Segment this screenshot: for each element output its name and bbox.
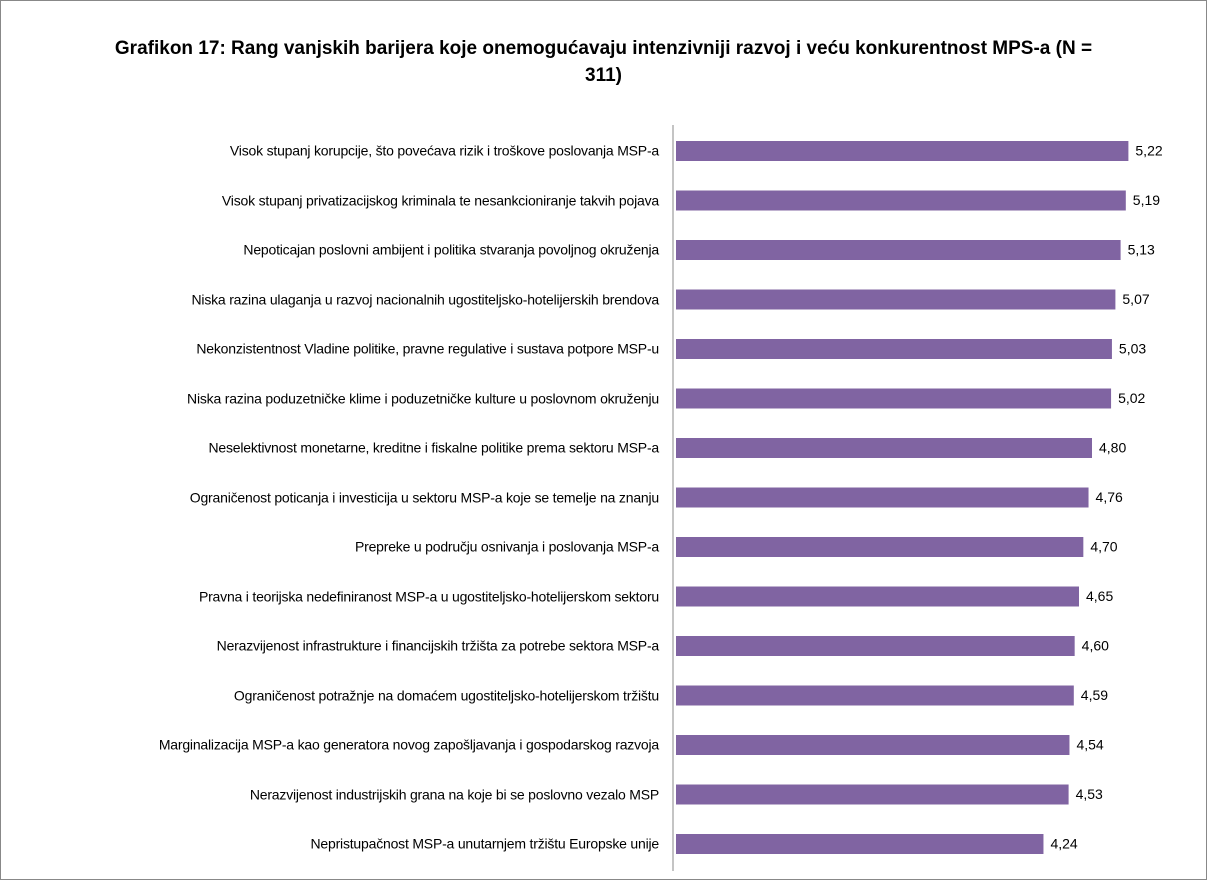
- value-label: 4,53: [1076, 786, 1103, 802]
- value-label: 5,02: [1118, 390, 1145, 406]
- bar: [676, 586, 1079, 607]
- bar: [676, 735, 1070, 755]
- bar: [676, 537, 1084, 557]
- category-label: Marginalizacija MSP-a kao generatora nov…: [158, 736, 659, 753]
- value-label: 5,03: [1119, 341, 1146, 357]
- value-label: 4,80: [1099, 440, 1126, 456]
- bar: [676, 834, 1044, 854]
- bar: [676, 190, 1126, 211]
- value-label: 4,54: [1076, 737, 1103, 753]
- value-label: 4,70: [1090, 539, 1117, 555]
- category-label: Neselektivnost monetarne, kreditne i fis…: [208, 439, 659, 456]
- category-label: Prepreke u području osnivanja i poslovan…: [354, 538, 659, 555]
- bar: [676, 240, 1121, 260]
- category-label: Visok stupanj privatizacijskog kriminala…: [221, 192, 659, 208]
- bar: [676, 339, 1112, 359]
- value-label: 5,19: [1133, 192, 1160, 208]
- category-label: Niska razina poduzetničke klime i poduze…: [187, 390, 659, 406]
- bar: [676, 685, 1074, 706]
- category-label: Ograničenost potražnje na domaćem ugosti…: [233, 687, 659, 703]
- bar: [676, 289, 1116, 310]
- bar: [676, 784, 1069, 805]
- value-label: 4,76: [1096, 489, 1123, 505]
- value-label: 5,22: [1135, 143, 1162, 159]
- value-label: 5,07: [1122, 291, 1149, 307]
- category-label: Pravna i teorijska nedefiniranost MSP-a …: [198, 588, 659, 604]
- category-label: Nerazvijenost infrastrukture i financijs…: [216, 637, 660, 654]
- bar: [676, 636, 1075, 656]
- value-label: 4,60: [1082, 638, 1109, 654]
- category-label: Ograničenost poticanja i investicija u s…: [189, 489, 659, 505]
- category-label: Nekonzistentnost Vladine politike, pravn…: [196, 340, 659, 357]
- category-label: Nerazvijenost industrijskih grana na koj…: [249, 786, 659, 802]
- category-label: Visok stupanj korupcije, što povećava ri…: [229, 142, 659, 159]
- value-label: 4,24: [1050, 836, 1077, 852]
- value-label: 5,13: [1128, 242, 1155, 258]
- chart-title: Grafikon 17: Rang vanjskih barijera koje…: [114, 38, 1093, 86]
- bar: [676, 438, 1092, 458]
- value-label: 4,65: [1086, 588, 1113, 604]
- bar: [676, 141, 1129, 161]
- bar: [676, 487, 1089, 508]
- category-label: Niska razina ulaganja u razvoj nacionaln…: [191, 291, 660, 307]
- category-label: Nepristupačnost MSP-a unutarnjem tržištu…: [310, 835, 659, 852]
- value-label: 4,59: [1081, 687, 1108, 703]
- category-label: Nepoticajan poslovni ambijent i politika…: [243, 241, 659, 258]
- bar: [676, 388, 1112, 409]
